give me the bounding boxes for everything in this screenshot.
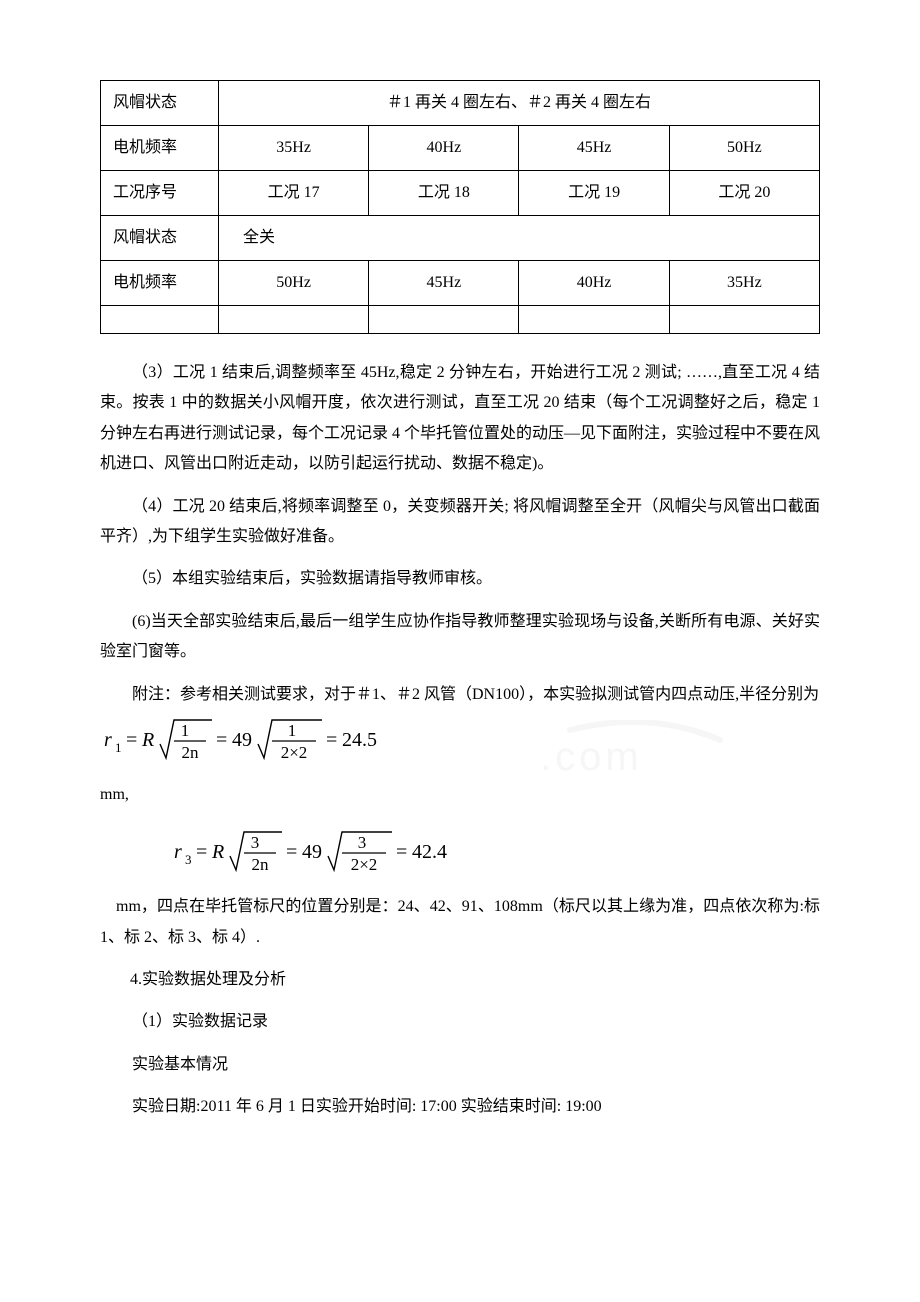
cell-text: 35Hz	[276, 139, 311, 156]
svg-text:=: =	[126, 729, 137, 751]
annex-intro-text: 附注：参考相关测试要求，对于＃1、＃2 风管（DN100），本实验拟测试管内四点…	[132, 686, 819, 703]
text: （5）本组实验结束后，实验数据请指导教师审核。	[132, 570, 492, 587]
cell: 45Hz	[369, 261, 519, 306]
svg-text:2n: 2n	[182, 743, 200, 762]
label-text: 电机频率	[113, 274, 177, 291]
svg-text:1: 1	[181, 721, 190, 740]
merged-cell: 全关	[219, 216, 820, 261]
svg-text:R: R	[141, 729, 154, 751]
label-text: 工况序号	[113, 184, 177, 201]
svg-text:42.4: 42.4	[412, 841, 447, 863]
row-label: 风帽状态	[101, 81, 219, 126]
cell: 50Hz	[219, 261, 369, 306]
label-text: 风帽状态	[113, 229, 177, 246]
cell	[219, 306, 369, 334]
table-row: 风帽状态 ＃1 再关 4 圈左右、＃2 再关 4 圈左右	[101, 81, 820, 126]
cell: 工况 17	[219, 171, 369, 216]
section-4-heading: 4.实验数据处理及分析	[130, 965, 820, 995]
svg-text:3: 3	[251, 833, 260, 852]
svg-text:2×2: 2×2	[351, 855, 378, 874]
row-label: 风帽状态	[101, 216, 219, 261]
text: 实验日期:2011 年 6 月 1 日实验开始时间: 17:00 实验结束时间:…	[132, 1098, 602, 1115]
svg-text:=: =	[326, 729, 337, 751]
svg-text:3: 3	[358, 833, 367, 852]
paragraph-step-3: （3）工况 1 结束后,调整频率至 45Hz,稳定 2 分钟左右，开始进行工况 …	[100, 358, 820, 480]
cell	[369, 306, 519, 334]
cell: 45Hz	[519, 126, 669, 171]
experiment-conditions-table: 风帽状态 ＃1 再关 4 圈左右、＃2 再关 4 圈左右 电机频率 35Hz 4…	[100, 80, 820, 334]
svg-text:=: =	[216, 729, 227, 751]
text: mm，四点在毕托管标尺的位置分别是：24、42、91、108mm（标尺以其上缘为…	[100, 898, 820, 945]
cell-text: 50Hz	[276, 274, 311, 291]
text: mm,	[100, 786, 129, 803]
cell-text: 工况 19	[568, 184, 620, 201]
cell-text: 40Hz	[577, 274, 612, 291]
merged-cell: ＃1 再关 4 圈左右、＃2 再关 4 圈左右	[219, 81, 820, 126]
cell	[519, 306, 669, 334]
annex-r1-line: 附注：参考相关测试要求，对于＃1、＃2 风管（DN100），本实验拟测试管内四点…	[100, 680, 820, 768]
table-row: 风帽状态 全关	[101, 216, 820, 261]
table-row	[101, 306, 820, 334]
row-label: 工况序号	[101, 171, 219, 216]
text: （4）工况 20 结束后,将频率调整至 0，关变频器开关; 将风帽调整至全开（风…	[100, 498, 820, 545]
paragraph-step-6: (6)当天全部实验结束后,最后一组学生应协作指导教师整理实验现场与设备,关断所有…	[100, 607, 820, 668]
svg-text:=: =	[286, 841, 297, 863]
cell: 工况 20	[669, 171, 819, 216]
mm-after-r1: mm,	[100, 780, 820, 810]
table-row: 工况序号 工况 17 工况 18 工况 19 工况 20	[101, 171, 820, 216]
row-label: 电机频率	[101, 126, 219, 171]
section-4-1a: 实验基本情况	[100, 1050, 820, 1080]
cell: 40Hz	[519, 261, 669, 306]
cell: 35Hz	[669, 261, 819, 306]
svg-text:24.5: 24.5	[342, 729, 377, 751]
annex-r3-line: r 3 = R 3 2n = 49 3 2×2 = 42.4	[100, 822, 820, 880]
text: 实验基本情况	[132, 1056, 228, 1073]
label-text: 风帽状态	[113, 94, 177, 111]
text: （1）实验数据记录	[132, 1013, 268, 1030]
svg-text:49: 49	[232, 729, 252, 751]
cell: 40Hz	[369, 126, 519, 171]
svg-text:49: 49	[302, 841, 322, 863]
row-label	[101, 306, 219, 334]
paragraph-step-5: （5）本组实验结束后，实验数据请指导教师审核。	[100, 564, 820, 594]
svg-text:1: 1	[288, 721, 297, 740]
cell	[669, 306, 819, 334]
svg-text:2n: 2n	[252, 855, 270, 874]
svg-text:=: =	[196, 841, 207, 863]
cell-text: ＃1 再关 4 圈左右、＃2 再关 4 圈左右	[387, 94, 651, 111]
svg-text:2×2: 2×2	[281, 743, 308, 762]
cell: 35Hz	[219, 126, 369, 171]
text: 4.实验数据处理及分析	[130, 971, 286, 988]
cell-text: 40Hz	[427, 139, 462, 156]
section-4-1: （1）实验数据记录	[100, 1007, 820, 1037]
cell-text: 工况 18	[418, 184, 470, 201]
cell: 50Hz	[669, 126, 819, 171]
cell-text: 50Hz	[727, 139, 762, 156]
label-text: 电机频率	[113, 139, 177, 156]
paragraph-step-4: （4）工况 20 结束后,将频率调整至 0，关变频器开关; 将风帽调整至全开（风…	[100, 492, 820, 553]
section-4-1b: 实验日期:2011 年 6 月 1 日实验开始时间: 17:00 实验结束时间:…	[100, 1092, 820, 1122]
cell-text: 工况 20	[718, 184, 770, 201]
text: (6)当天全部实验结束后,最后一组学生应协作指导教师整理实验现场与设备,关断所有…	[100, 613, 820, 660]
svg-text:r: r	[104, 729, 112, 751]
table-row: 电机频率 35Hz 40Hz 45Hz 50Hz	[101, 126, 820, 171]
svg-text:r: r	[174, 841, 182, 863]
formula-r3: r 3 = R 3 2n = 49 3 2×2 = 42.4	[170, 822, 490, 880]
table-row: 电机频率 50Hz 45Hz 40Hz 35Hz	[101, 261, 820, 306]
cell-text: 工况 17	[268, 184, 320, 201]
cell-text: 全关	[243, 229, 275, 246]
annex-mm-positions: mm，四点在毕托管标尺的位置分别是：24、42、91、108mm（标尺以其上缘为…	[100, 892, 820, 953]
cell: 工况 19	[519, 171, 669, 216]
cell-text: 35Hz	[727, 274, 762, 291]
formula-r1: r 1 = R 1 2n = 49 1 2×2 = 24.5	[100, 710, 420, 768]
cell-text: 45Hz	[427, 274, 462, 291]
svg-text:=: =	[396, 841, 407, 863]
svg-text:1: 1	[115, 740, 122, 755]
text: （3）工况 1 结束后,调整频率至 45Hz,稳定 2 分钟左右，开始进行工况 …	[100, 364, 820, 472]
cell-text: 45Hz	[577, 139, 612, 156]
row-label: 电机频率	[101, 261, 219, 306]
svg-text:3: 3	[185, 852, 192, 867]
cell: 工况 18	[369, 171, 519, 216]
svg-text:R: R	[211, 841, 224, 863]
